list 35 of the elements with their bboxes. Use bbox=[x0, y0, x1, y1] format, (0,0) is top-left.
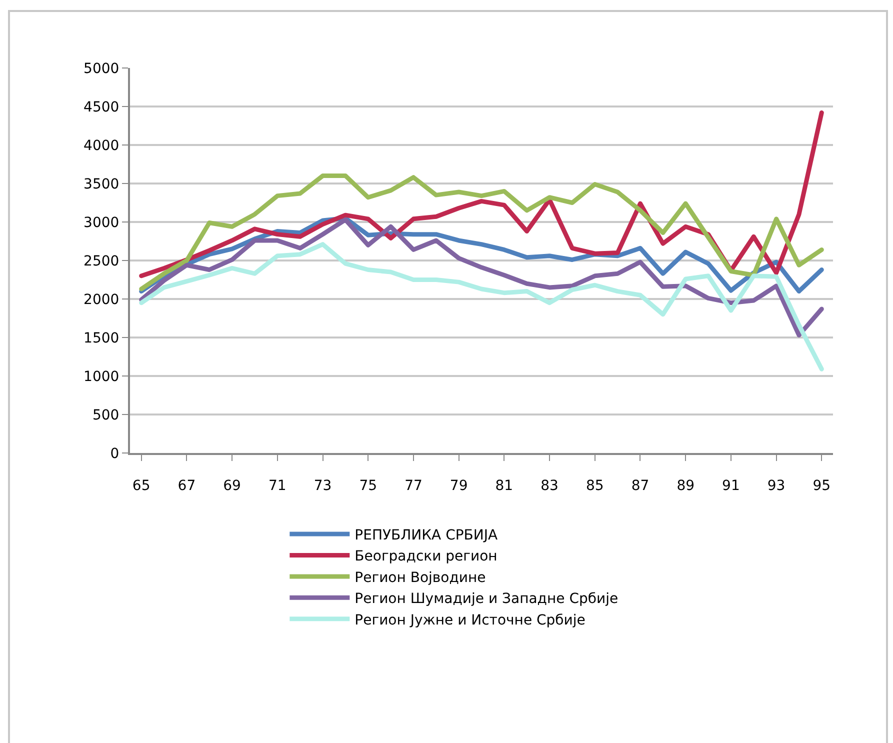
x-tick-label: 77 bbox=[404, 478, 422, 494]
x-tick-label: 83 bbox=[540, 478, 558, 494]
y-tick-label: 2000 bbox=[84, 292, 120, 308]
x-tick-label: 89 bbox=[676, 478, 695, 494]
y-tick-label: 5000 bbox=[84, 60, 120, 77]
x-tick-label: 65 bbox=[132, 478, 150, 494]
x-tick-label: 87 bbox=[631, 478, 650, 494]
y-tick-label: 1500 bbox=[84, 330, 120, 346]
y-tick-label: 2500 bbox=[84, 253, 120, 270]
x-tick-label: 69 bbox=[223, 478, 241, 494]
line-series bbox=[139, 217, 824, 338]
legend-label: Регион Војводине bbox=[354, 570, 486, 586]
x-tick-label: 95 bbox=[812, 478, 831, 494]
x-tick-label: 93 bbox=[767, 478, 786, 494]
x-tick-label: 91 bbox=[722, 478, 740, 494]
y-tick-label: 0 bbox=[110, 446, 120, 462]
legend-label: Београдски регион bbox=[354, 548, 498, 565]
x-tick-label: 73 bbox=[314, 478, 332, 494]
legend-label: Регион Шумадије и Западне Србије bbox=[354, 591, 618, 608]
x-tick-label: 67 bbox=[178, 478, 196, 494]
x-tick-label: 81 bbox=[495, 478, 514, 494]
x-tick-label: 75 bbox=[359, 478, 378, 494]
y-tick-label: 3500 bbox=[84, 176, 120, 192]
x-tick-label: 79 bbox=[450, 478, 468, 494]
y-tick-label: 4500 bbox=[84, 99, 120, 116]
y-tick-label: 500 bbox=[92, 407, 120, 424]
x-tick-label: 85 bbox=[586, 478, 604, 494]
line-series bbox=[139, 242, 824, 372]
y-tick-label: 1000 bbox=[84, 368, 120, 385]
y-tick-label: 3000 bbox=[84, 214, 120, 231]
x-tick-label: 71 bbox=[268, 478, 286, 494]
legend-label: РЕПУБЛИКА СРБИЈА bbox=[354, 528, 498, 544]
legend-label: Регион Јужне и Источне Србије bbox=[354, 612, 586, 628]
line-series bbox=[139, 174, 824, 292]
y-tick-label: 4000 bbox=[84, 138, 120, 154]
